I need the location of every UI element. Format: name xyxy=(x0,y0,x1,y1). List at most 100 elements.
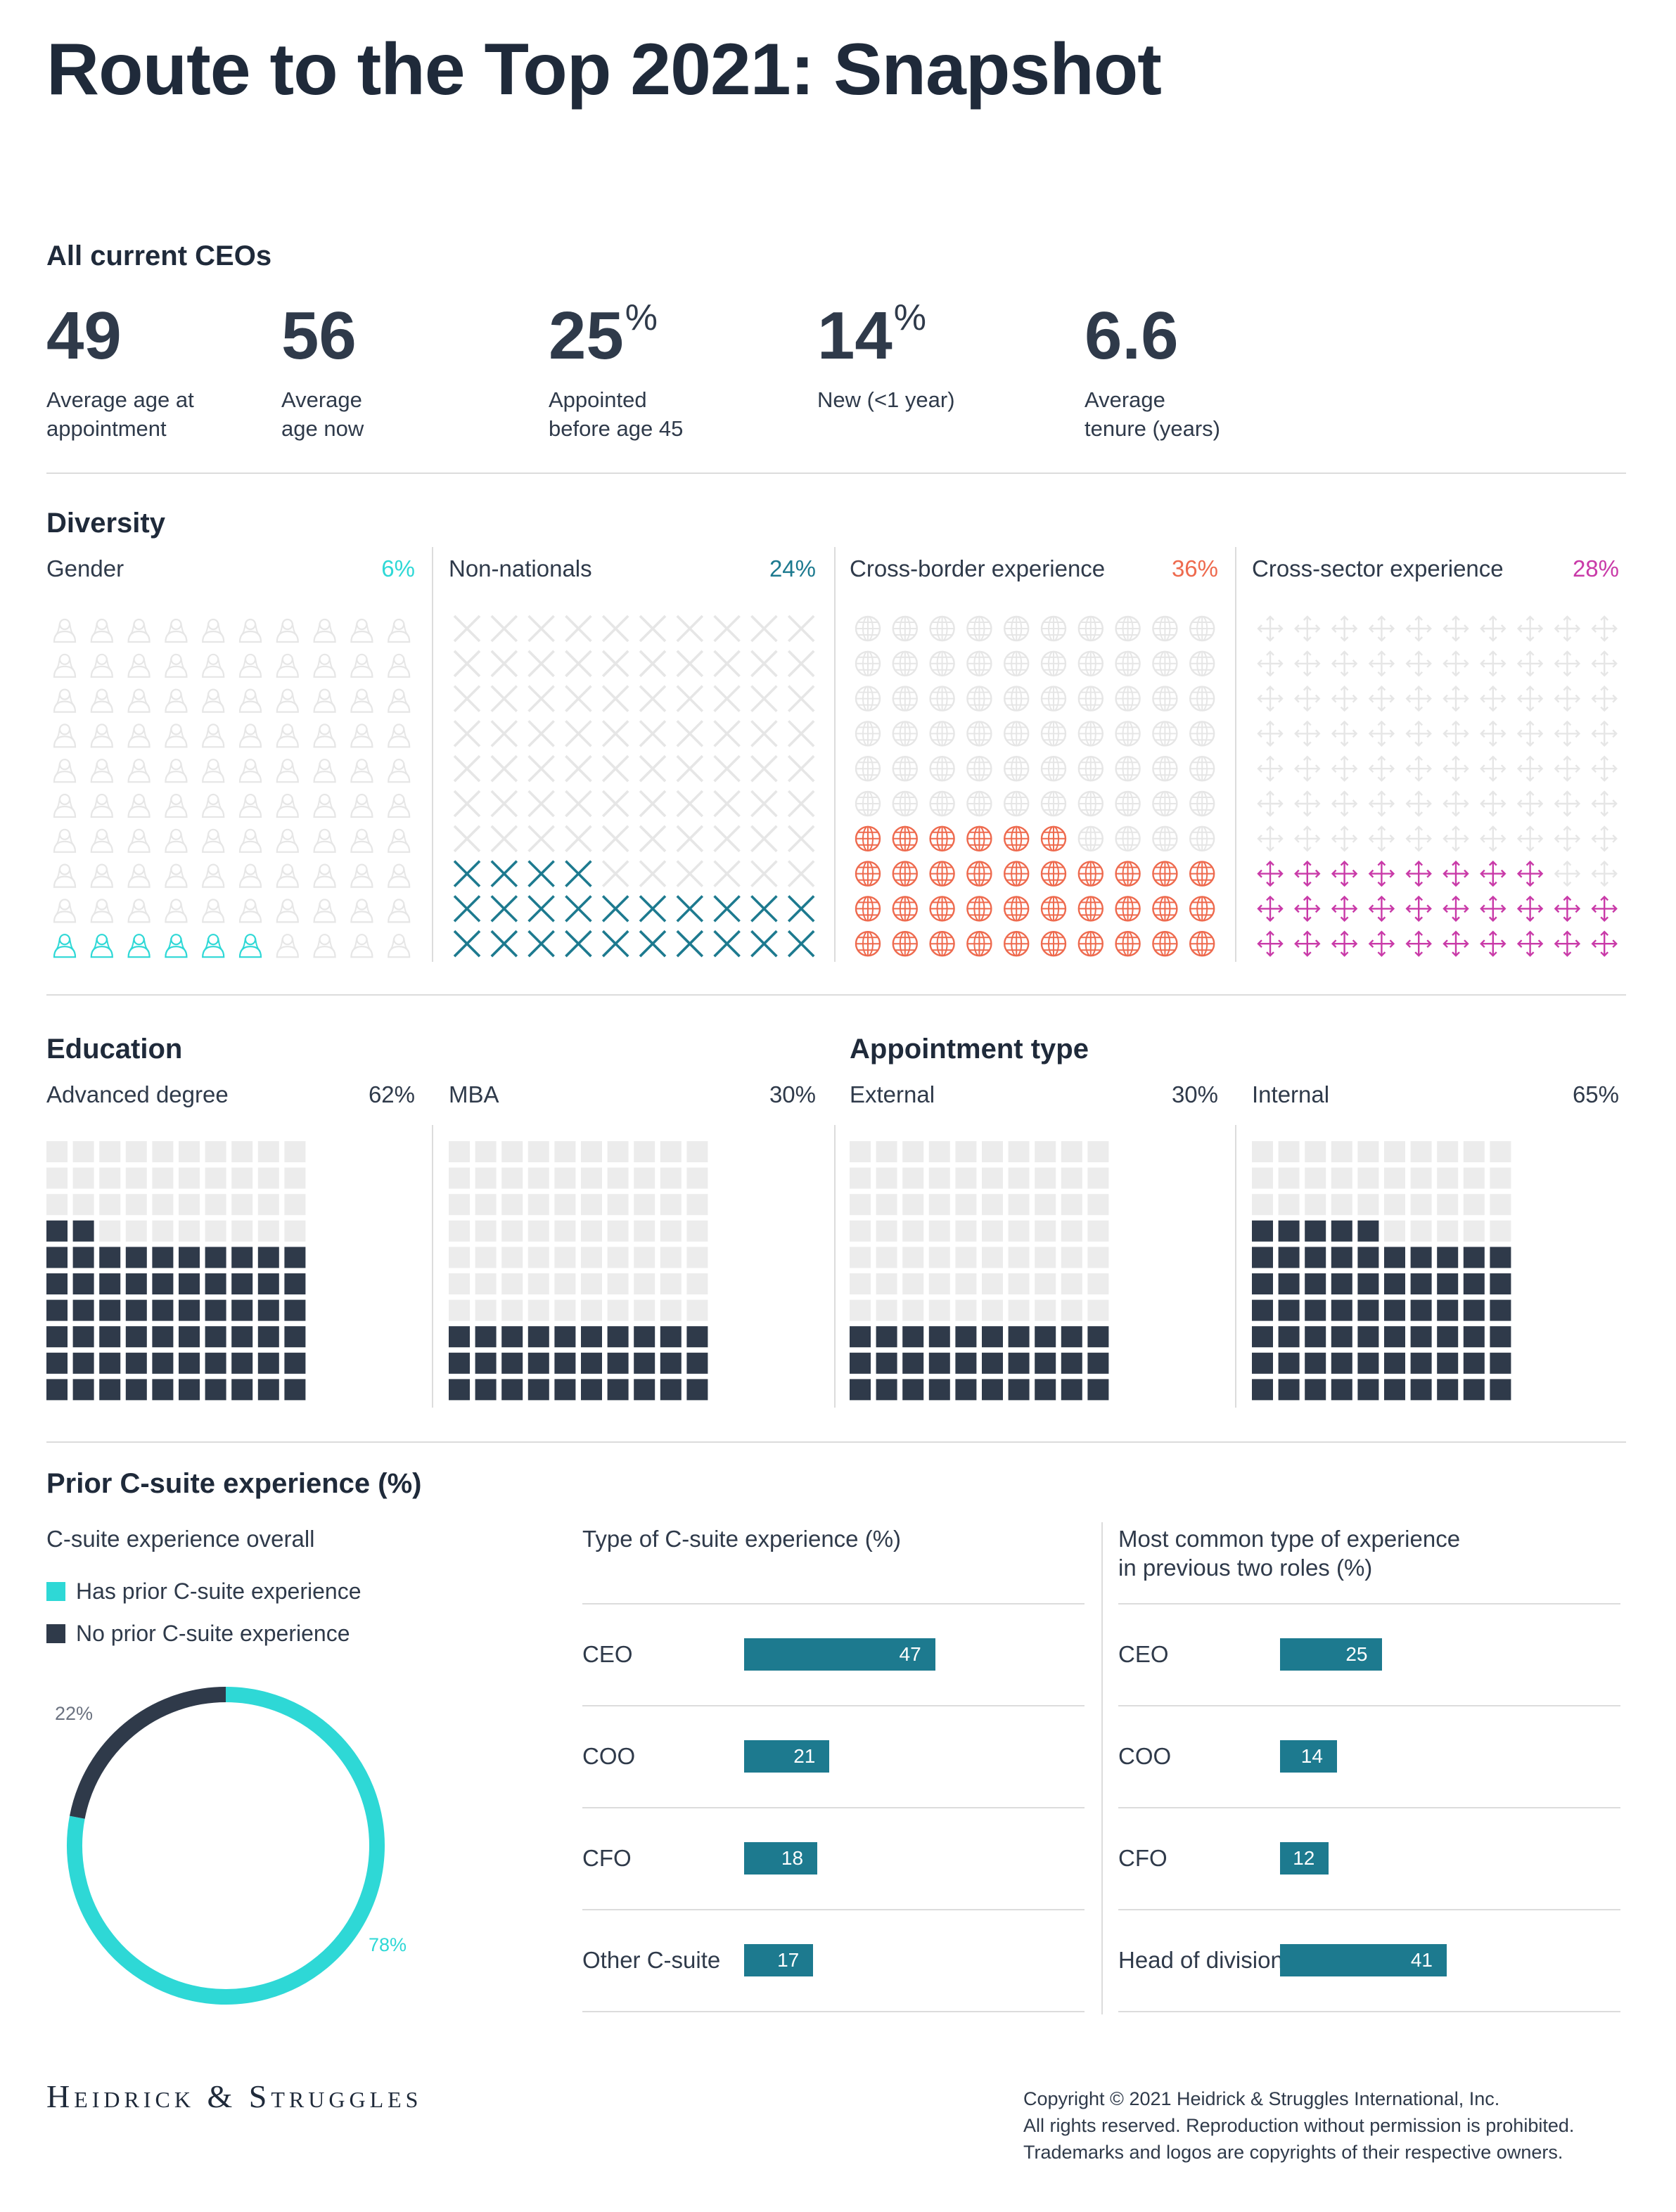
arrows-icon xyxy=(1405,860,1432,887)
waffle-cell-filled xyxy=(72,1326,94,1348)
waffle-cell-empty xyxy=(1410,1167,1432,1189)
arrows-icon xyxy=(1442,755,1469,782)
arrows-icon xyxy=(1368,825,1395,852)
waffle-cell-filled xyxy=(1278,1299,1300,1321)
waffle-cell-filled xyxy=(1252,1273,1273,1294)
cross-icon xyxy=(639,685,667,712)
waffle-cell-empty xyxy=(527,1299,549,1321)
waffle-cell-filled xyxy=(475,1352,497,1374)
waffle-cell-empty xyxy=(1463,1194,1485,1216)
waffle-cell-filled xyxy=(850,1326,871,1348)
globe-icon xyxy=(892,931,919,957)
arrows-icon xyxy=(1257,790,1284,817)
waffle-cell-filled xyxy=(634,1326,655,1348)
arrows-icon xyxy=(1554,615,1581,642)
diversity-heading: Diversity xyxy=(46,508,165,539)
waffle-cell-empty xyxy=(527,1247,549,1268)
waffle-cell-filled xyxy=(99,1299,121,1321)
globe-icon xyxy=(1152,931,1178,957)
bar-category-label: CEO xyxy=(1118,1641,1169,1667)
waffle-cell-filled xyxy=(581,1352,602,1374)
panel-label-gender: Gender xyxy=(46,555,124,581)
arrows-icon xyxy=(1516,615,1544,642)
arrows-icon xyxy=(1257,895,1284,922)
cross-icon xyxy=(565,825,592,853)
person-icon xyxy=(276,793,299,818)
cross-icon xyxy=(453,685,481,712)
arrows-icon xyxy=(1257,825,1284,852)
cross-icon xyxy=(676,825,704,853)
person-icon xyxy=(127,618,151,643)
arrows-icon xyxy=(1516,755,1544,782)
waffle-cell-empty xyxy=(850,1299,871,1321)
waffle-cell-filled xyxy=(876,1352,897,1374)
waffle-cell-filled xyxy=(46,1220,68,1242)
waffle-cell-empty xyxy=(902,1141,924,1162)
waffle-cell-empty xyxy=(1357,1194,1379,1216)
arrows-icon xyxy=(1442,790,1469,817)
bar xyxy=(744,1944,814,1976)
person-icon xyxy=(202,863,225,888)
waffle-cell-empty xyxy=(501,1220,523,1242)
waffle-cell-filled xyxy=(257,1247,279,1268)
common-experience-heading: Most common type of experience in previo… xyxy=(1118,1526,1461,1581)
waffle-cell-filled xyxy=(1410,1247,1432,1268)
waffle-cell-filled xyxy=(554,1379,576,1401)
waffle-cell-empty xyxy=(527,1220,549,1242)
person-icon xyxy=(165,934,188,958)
waffle-cell-filled xyxy=(1331,1299,1352,1321)
waffle-cell-empty xyxy=(660,1167,682,1189)
waffle-cell-filled xyxy=(231,1352,253,1374)
copyright: Copyright © 2021 Heidrick & Struggles In… xyxy=(1023,2085,1574,2166)
globe-icon xyxy=(1003,931,1030,957)
cross-icon xyxy=(527,615,555,643)
globe-icon xyxy=(855,861,881,887)
waffle-cell-filled xyxy=(1410,1299,1432,1321)
waffle-cell-empty xyxy=(1252,1194,1273,1216)
waffle-cell-filled xyxy=(850,1379,871,1401)
globe-icon xyxy=(1115,825,1141,851)
person-icon xyxy=(350,863,373,888)
arrows-icon xyxy=(1331,685,1358,712)
person-icon xyxy=(238,863,262,888)
globe-icon xyxy=(855,825,881,851)
bar-category-label: CFO xyxy=(582,1845,632,1871)
cross-border-icon-grid xyxy=(855,615,1215,957)
stat-value: 14 xyxy=(817,298,893,373)
panel-label-cross-border: Cross-border experience xyxy=(850,555,1106,581)
waffle-cell-empty xyxy=(607,1273,629,1294)
arrows-icon xyxy=(1257,720,1284,747)
waffle-cell-empty xyxy=(581,1220,602,1242)
globe-icon xyxy=(855,790,881,817)
waffle-cell-filled xyxy=(1384,1273,1405,1294)
person-icon xyxy=(276,759,299,783)
bar xyxy=(1280,1944,1447,1976)
person-icon xyxy=(202,793,225,818)
waffle-cell-filled xyxy=(284,1247,306,1268)
prior-csuite-heading: Prior C-suite experience (%) xyxy=(46,1468,422,1499)
divider xyxy=(834,547,836,962)
waffle-cell-filled xyxy=(527,1352,549,1374)
person-icon xyxy=(388,899,411,923)
waffle-cell-filled xyxy=(99,1326,121,1348)
waffle-cell-filled xyxy=(449,1379,470,1401)
waffle-cell-empty xyxy=(1035,1273,1056,1294)
arrows-icon xyxy=(1294,615,1321,642)
waffle-cell-empty xyxy=(1035,1194,1056,1216)
cross-icon xyxy=(601,825,629,853)
person-icon xyxy=(90,828,113,853)
arrows-icon xyxy=(1516,790,1544,817)
waffle-cell-empty xyxy=(1087,1299,1109,1321)
waffle-cell-empty xyxy=(1490,1167,1511,1189)
waffle-cell-filled xyxy=(501,1379,523,1401)
waffle-cell-empty xyxy=(1305,1167,1326,1189)
arrows-icon xyxy=(1442,650,1469,677)
cross-icon xyxy=(750,650,778,678)
globe-icon xyxy=(929,825,955,851)
waffle-cell-filled xyxy=(607,1352,629,1374)
globe-icon xyxy=(892,861,919,887)
person-icon xyxy=(53,724,77,748)
cross-icon xyxy=(565,860,592,887)
donut-slice-has-prior xyxy=(67,1687,385,2005)
person-icon xyxy=(238,934,262,958)
